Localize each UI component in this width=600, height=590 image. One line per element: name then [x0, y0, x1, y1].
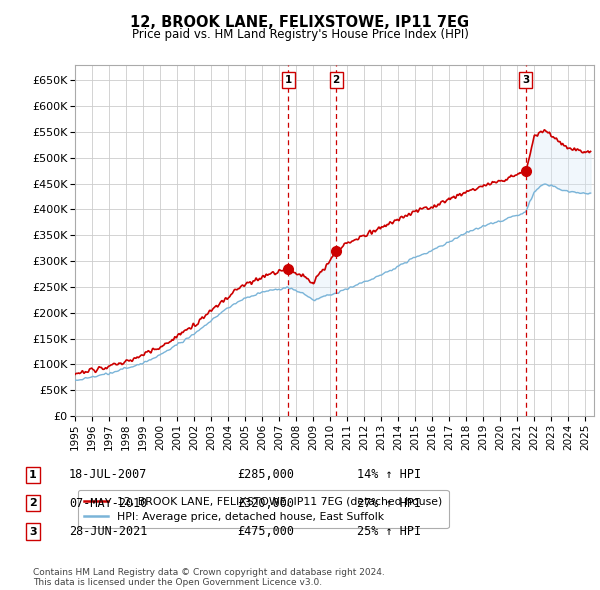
- Text: 1: 1: [285, 76, 292, 86]
- Text: £475,000: £475,000: [237, 525, 294, 538]
- Text: 14% ↑ HPI: 14% ↑ HPI: [357, 468, 421, 481]
- Text: 18-JUL-2007: 18-JUL-2007: [69, 468, 148, 481]
- Text: 1: 1: [29, 470, 37, 480]
- Text: 3: 3: [522, 76, 529, 86]
- Legend: 12, BROOK LANE, FELIXSTOWE, IP11 7EG (detached house), HPI: Average price, detac: 12, BROOK LANE, FELIXSTOWE, IP11 7EG (de…: [78, 490, 449, 528]
- Text: 25% ↑ HPI: 25% ↑ HPI: [357, 525, 421, 538]
- Text: 12, BROOK LANE, FELIXSTOWE, IP11 7EG: 12, BROOK LANE, FELIXSTOWE, IP11 7EG: [130, 15, 470, 30]
- Text: Contains HM Land Registry data © Crown copyright and database right 2024.
This d: Contains HM Land Registry data © Crown c…: [33, 568, 385, 587]
- Text: 2: 2: [332, 76, 340, 86]
- Text: 3: 3: [29, 527, 37, 536]
- Text: 07-MAY-2010: 07-MAY-2010: [69, 497, 148, 510]
- Text: £285,000: £285,000: [237, 468, 294, 481]
- Text: 28-JUN-2021: 28-JUN-2021: [69, 525, 148, 538]
- Text: Price paid vs. HM Land Registry's House Price Index (HPI): Price paid vs. HM Land Registry's House …: [131, 28, 469, 41]
- Text: 27% ↑ HPI: 27% ↑ HPI: [357, 497, 421, 510]
- Text: £320,000: £320,000: [237, 497, 294, 510]
- Text: 2: 2: [29, 499, 37, 508]
